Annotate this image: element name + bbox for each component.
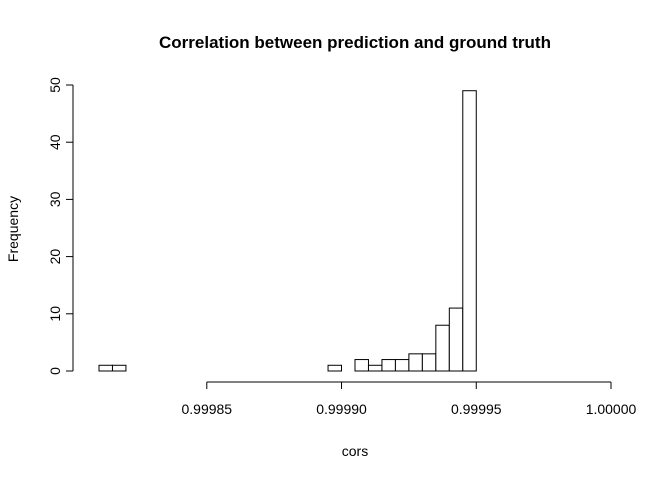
y-tick-label-3: 30	[47, 191, 63, 207]
x-axis-label: cors	[342, 443, 368, 459]
histogram-bar-22	[394, 359, 410, 372]
y-axis-label: Frequency	[5, 196, 21, 262]
y-tick-label-4: 40	[47, 134, 63, 150]
x-axis: 0.99985 0.99990 0.99995 1.00000	[181, 381, 637, 417]
chart-title: Correlation between prediction and groun…	[159, 33, 551, 52]
y-tick-label-2: 20	[47, 249, 63, 265]
histogram-bar-1	[111, 364, 127, 372]
histogram-bar-26	[448, 307, 464, 372]
x-tick-label-3: 1.00000	[586, 401, 637, 417]
bars-group	[98, 90, 477, 372]
x-tick-label-2: 0.99995	[451, 401, 502, 417]
histogram-bar-21	[381, 359, 396, 372]
histogram-bar-0	[98, 364, 113, 372]
histogram-bar-25	[435, 324, 450, 372]
x-tick-label-0: 0.99985	[181, 401, 232, 417]
y-axis: 0 10 20 30 40 50	[47, 77, 74, 375]
histogram-bar-23	[408, 353, 423, 372]
histogram-bar-24	[421, 353, 437, 372]
histogram-bar-19	[354, 359, 369, 372]
y-tick-label-0: 0	[47, 367, 63, 375]
y-tick-label-5: 50	[47, 77, 63, 93]
histogram-bar-17	[327, 364, 343, 372]
y-tick-label-1: 10	[47, 306, 63, 322]
x-tick-label-1: 0.99990	[316, 401, 367, 417]
histogram-bar-27	[462, 90, 477, 372]
histogram-bar-20	[367, 364, 383, 372]
